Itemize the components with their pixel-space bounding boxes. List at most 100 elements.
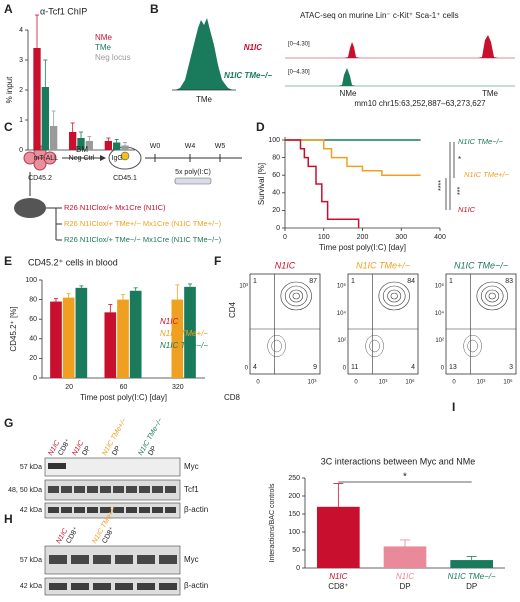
y-tick-label: 20 xyxy=(29,355,37,362)
bar xyxy=(33,48,41,150)
x-tick-label: 0 xyxy=(283,234,287,241)
y-tick-label: 0 xyxy=(441,366,445,372)
quadrant-value: 3 xyxy=(509,364,513,371)
week: W5 xyxy=(215,143,226,150)
x-tick-label: 10³ xyxy=(308,380,317,386)
kda-label: 57 kDa xyxy=(20,557,42,564)
x-tick-label: Neg Ctrl xyxy=(69,155,95,162)
week: W4 xyxy=(185,143,196,150)
y-tick-label: 0 xyxy=(19,147,23,154)
bar xyxy=(77,138,85,150)
band xyxy=(159,555,177,564)
y-axis-label: Survival [%] xyxy=(257,163,266,205)
cell xyxy=(33,157,47,171)
genotype: R26 N1IClox/+ TMe+/− Mx1Cre (N1IC TMe+/−… xyxy=(64,219,222,228)
y-tick-label: 10³ xyxy=(239,284,248,290)
band xyxy=(49,583,67,590)
tracks-title: ATAC-seq on murine Lin⁻ c-Kit⁺ Sca-1⁺ ce… xyxy=(300,11,459,20)
arrow-head xyxy=(100,155,106,161)
y-tick-label: 2 xyxy=(19,87,23,94)
track-range: [0–4.30] xyxy=(288,70,310,76)
panel-label: C xyxy=(4,120,13,134)
y-axis-label: % input xyxy=(5,76,14,103)
x-tick-label: 0 xyxy=(354,380,358,386)
y-tick-label: 4 xyxy=(19,27,23,34)
legend-entry: NMe xyxy=(95,33,112,42)
x-tick-label: DP xyxy=(399,582,410,591)
y-tick-label: 10⁶ xyxy=(435,283,445,290)
band xyxy=(100,507,111,513)
irradiation-icon xyxy=(120,151,130,161)
quadrant-value: 9 xyxy=(313,364,317,371)
band xyxy=(165,486,176,493)
series-label: N1IC TMe−/− xyxy=(458,137,504,146)
plot-title: N1IC xyxy=(275,260,296,270)
atac-peak xyxy=(344,42,360,58)
band xyxy=(100,486,111,493)
x-tick-label: mT-ALL xyxy=(34,155,59,162)
mouse xyxy=(14,198,46,218)
y-tick-label: 0 xyxy=(33,375,37,382)
quadrant-value: 1 xyxy=(351,278,355,285)
blot-strip xyxy=(44,457,181,477)
y-tick-label: 3 xyxy=(19,57,23,64)
band xyxy=(159,583,177,590)
protein-label: Tcf1 xyxy=(184,485,199,494)
panel-label: F xyxy=(214,254,221,268)
band xyxy=(137,555,155,564)
bar xyxy=(49,126,58,150)
tme-histogram xyxy=(175,18,233,90)
panel-label: I xyxy=(452,400,455,414)
contour xyxy=(289,289,304,303)
legend-entry: N1IC xyxy=(160,317,178,326)
band xyxy=(87,486,98,493)
significance: **** xyxy=(438,180,445,191)
x-tick-label: N1IC xyxy=(329,572,347,581)
y-tick-label: 10⁴ xyxy=(337,310,347,317)
survival-curve xyxy=(285,139,360,228)
hist-label: TMe xyxy=(196,95,213,104)
bar xyxy=(69,132,77,150)
x-tick-label: 10⁶ xyxy=(405,379,415,386)
legend-entry: Neg locus xyxy=(95,53,131,62)
donor: CD45.2 xyxy=(28,175,52,182)
track-name: N1IC xyxy=(244,43,262,52)
y-tick-label: 50 xyxy=(292,547,300,554)
kda-label: 57 kDa xyxy=(20,464,42,471)
week: W0 xyxy=(150,143,161,150)
contour xyxy=(284,285,308,307)
kda-label: 42 kDa xyxy=(20,507,42,514)
recipient: CD45.1 xyxy=(113,175,137,182)
locus: mm10 chr15:63,252,887–63,273,627 xyxy=(354,99,486,108)
y-tick-label: 80 xyxy=(272,154,280,161)
panel-label: B xyxy=(150,2,159,16)
significance: * xyxy=(403,472,407,483)
band xyxy=(49,555,67,564)
contour xyxy=(463,334,482,358)
bar xyxy=(121,145,129,150)
panel-label: A xyxy=(4,2,13,16)
band xyxy=(71,555,89,564)
band xyxy=(115,555,133,564)
band xyxy=(48,463,66,469)
x-tick-label: 20 xyxy=(65,384,73,391)
y-tick-label: 60 xyxy=(29,316,37,323)
band xyxy=(137,583,155,590)
bar xyxy=(113,142,121,150)
y-axis-label: CD45.2⁺ [%] xyxy=(9,306,18,351)
plot-title: N1IC TMe+/− xyxy=(356,260,410,270)
blot-strip xyxy=(44,545,181,575)
y-tick-label: 60 xyxy=(272,172,280,179)
band xyxy=(74,486,85,493)
band xyxy=(139,486,150,493)
legend-entry: TMe xyxy=(95,43,112,52)
bar xyxy=(184,286,196,378)
x-tick-label: DP xyxy=(466,582,477,591)
chart-title: α-Tcf1 ChIP xyxy=(40,6,87,16)
y-tick-label: 80 xyxy=(29,296,37,303)
panel-label: D xyxy=(256,120,265,134)
blot-strip xyxy=(44,577,181,596)
transfer: BM xyxy=(76,145,88,154)
band xyxy=(93,583,111,590)
